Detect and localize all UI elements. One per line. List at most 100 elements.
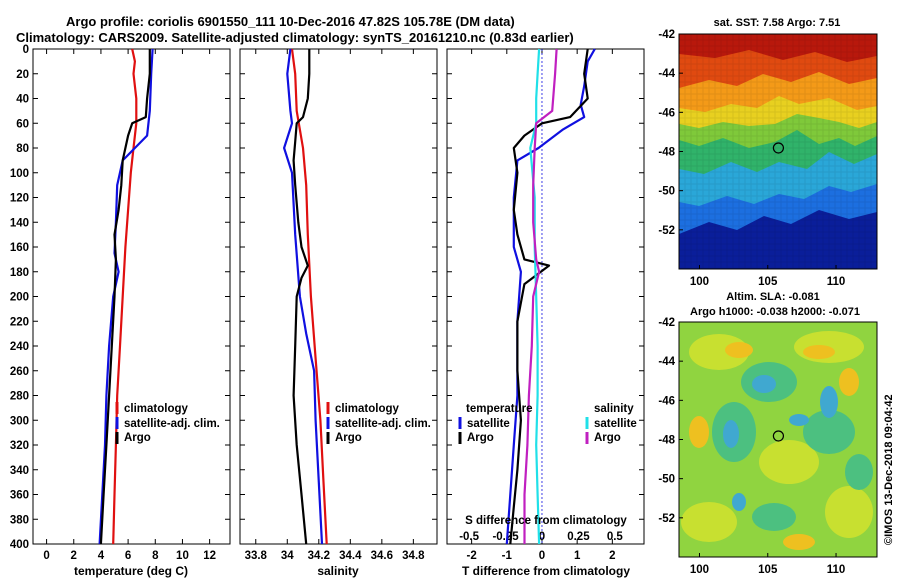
imos-timestamp: ©IMOS 13-Dec-2018 09:04:42 <box>883 394 895 545</box>
sla-map-title: Altim. SLA: -0.081 <box>726 291 820 303</box>
x-tick-label: 2 <box>609 550 615 562</box>
legend-label-satellite: satellite-adj. clim. <box>335 418 431 430</box>
depth-tick-label: 300 <box>10 415 29 427</box>
sla-lon-axis: 100 105 110 <box>690 553 845 576</box>
temperature-satellite-adj-clim-line <box>98 48 154 545</box>
argo-position-marker <box>772 142 785 154</box>
sst-lon-axis: 100 105 110 <box>690 265 845 288</box>
salinity-xlabel: salinity <box>317 564 359 578</box>
sst-map: sat. SST: 7.58 Argo: 7.51 -42 -44 -46 -48 -5… <box>658 17 878 288</box>
depth-tick-label: 240 <box>10 341 29 353</box>
lat-tick-label: -48 <box>658 435 675 447</box>
difference-xlabel: T difference from climatology <box>462 564 630 578</box>
x-tick-label: 0 <box>43 550 49 562</box>
argo-position-marker <box>772 430 785 442</box>
salinity-satellite-adj-clim-line <box>283 48 324 545</box>
difference-lines <box>505 48 596 545</box>
x-tick-label: 4 <box>98 550 105 562</box>
legend-label-argo: Argo <box>335 432 362 444</box>
s-tick-label: 0.5 <box>607 531 624 543</box>
depth-tick-label: 220 <box>10 316 29 328</box>
lon-tick-label: 100 <box>690 276 709 288</box>
title-line1: Argo profile: coriolis 6901550_111 10-De… <box>66 14 515 29</box>
sla-map-subtitle: Argo h1000: -0.038 h2000: -0.071 <box>690 306 860 318</box>
depth-tick-label: 140 <box>10 217 29 229</box>
sst-lat-axis: -42 -44 -46 -48 -50 -52 <box>658 29 683 237</box>
temperature-legend: climatology satellite-adj. clim. Argo <box>115 402 220 444</box>
legend-header-temperature: temperature <box>466 403 532 415</box>
x-tick-label: -2 <box>467 550 477 562</box>
difference-depth-ticks <box>447 48 644 545</box>
lat-tick-label: -48 <box>658 147 675 159</box>
lon-tick-label: 100 <box>690 564 709 576</box>
legend-label-s-argo: Argo <box>594 432 621 444</box>
legend-header-salinity: salinity <box>594 403 634 415</box>
lon-tick-label: 110 <box>827 276 846 288</box>
depth-tick-label: 200 <box>10 292 29 304</box>
depth-tick-label: 280 <box>10 391 29 403</box>
legend-label-climatology: climatology <box>335 403 400 415</box>
salinity-depth-ticks <box>240 48 437 545</box>
legend-label-satellite: satellite-adj. clim. <box>124 418 220 430</box>
s-difference-label: S difference from climatology <box>465 515 627 527</box>
difference-s-argo-line <box>523 48 558 544</box>
depth-tick-label: 180 <box>10 267 29 279</box>
difference-s-axis: -0.5 -0.25 0 0.25 0.5 <box>459 531 623 543</box>
depth-tick-label: 360 <box>10 490 29 502</box>
depth-tick-label: 340 <box>10 465 29 477</box>
salinity-legend: climatology satellite-adj. clim. Argo <box>326 402 431 444</box>
temperature-argo-line <box>99 49 151 545</box>
x-tick-label: 10 <box>176 550 189 562</box>
temperature-xlabel: temperature (deg C) <box>74 564 188 578</box>
depth-tick-label: 100 <box>10 168 29 180</box>
depth-tick-label: 120 <box>10 193 29 205</box>
lat-tick-label: -44 <box>658 356 675 368</box>
temperature-difference-legend: temperature satellite Argo <box>458 403 532 444</box>
salinity-frame <box>239 48 438 545</box>
sst-map-title: sat. SST: 7.58 Argo: 7.51 <box>714 17 841 29</box>
lat-tick-label: -42 <box>658 317 675 329</box>
x-tick-label: 0 <box>539 550 545 562</box>
temperature-x-axis: 0 2 4 6 8 10 12 <box>43 49 216 562</box>
x-tick-label: 12 <box>203 550 216 562</box>
s-tick-label: -0.5 <box>459 531 479 543</box>
depth-axis: 0 20 40 60 80 100 120 140 160 180 200 220 240 260 280 3… <box>10 44 230 551</box>
lon-tick-label: 105 <box>758 564 778 576</box>
lat-tick-label: -46 <box>658 107 675 119</box>
s-tick-label: 0.25 <box>567 531 590 543</box>
x-tick-label: 8 <box>152 550 159 562</box>
s-tick-label: -0.25 <box>492 531 519 543</box>
legend-label-argo: Argo <box>124 432 151 444</box>
salinity-panel: 33.8 34 34.2 34.4 34.6 34.8 salinity climatol… <box>239 48 438 578</box>
x-tick-label: 34.6 <box>371 550 393 562</box>
difference-t-satellite-line <box>505 48 596 545</box>
difference-t-argo-line <box>509 48 589 545</box>
x-tick-label: 2 <box>71 550 77 562</box>
x-tick-label: 6 <box>125 550 131 562</box>
x-tick-label: 33.8 <box>245 550 268 562</box>
depth-tick-label: 400 <box>10 539 29 551</box>
depth-tick-label: 320 <box>10 440 29 452</box>
depth-tick-label: 40 <box>16 94 29 106</box>
depth-tick-label: 160 <box>10 242 29 254</box>
lon-tick-label: 110 <box>827 564 846 576</box>
depth-tick-label: 380 <box>10 514 29 526</box>
lat-tick-label: -46 <box>658 395 675 407</box>
legend-label-climatology: climatology <box>124 403 189 415</box>
x-tick-label: 34.4 <box>339 550 362 562</box>
sla-map: Altim. SLA: -0.081 Argo h1000: -0.038 h2… <box>658 291 878 576</box>
lat-tick-label: -50 <box>658 474 675 486</box>
lon-tick-label: 105 <box>758 276 778 288</box>
salinity-climatology-line <box>290 48 328 545</box>
x-tick-label: 34.2 <box>308 550 330 562</box>
depth-tick-label: 80 <box>16 143 29 155</box>
depth-tick-label: 0 <box>23 44 29 56</box>
x-tick-label: -1 <box>502 550 513 562</box>
depth-tick-label: 260 <box>10 366 29 378</box>
lat-tick-label: -52 <box>658 225 675 237</box>
difference-panel: -2 -1 0 1 2 -0.5 -0.25 0 0.25 0.5 T difference f… <box>446 48 645 578</box>
salinity-x-axis: 33.8 34 34.2 34.4 34.6 34.8 <box>245 49 425 562</box>
legend-label-t-satellite: satellite <box>467 418 510 430</box>
x-tick-label: 34 <box>281 550 294 562</box>
